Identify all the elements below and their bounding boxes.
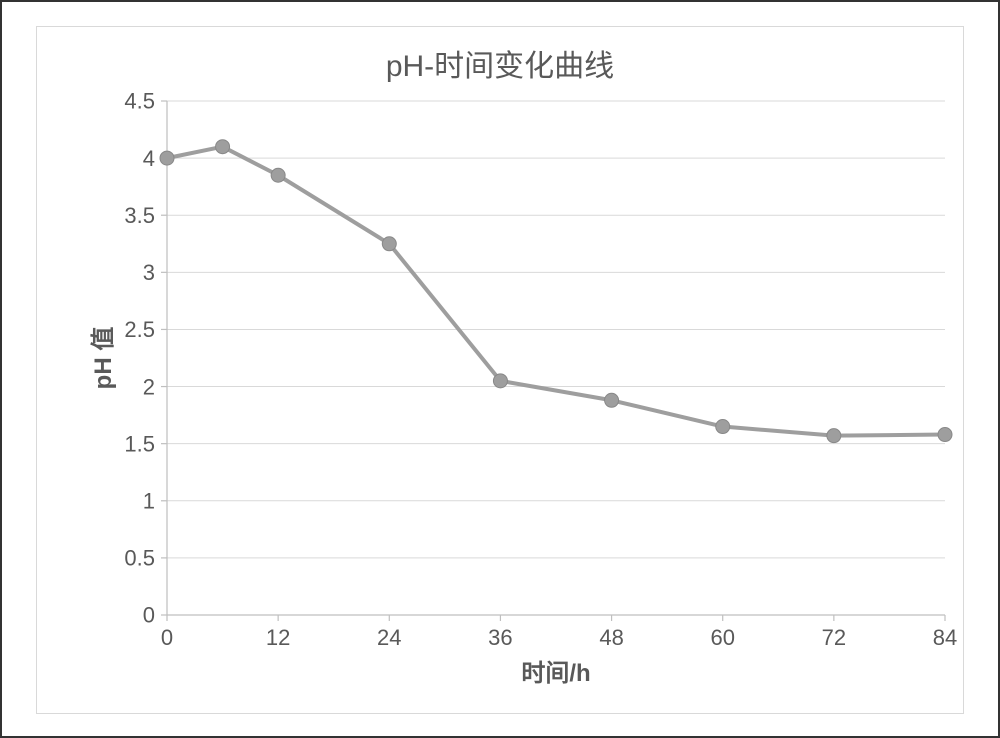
data-marker — [938, 428, 952, 442]
y-tick-label: 2.5 — [124, 317, 155, 342]
data-marker — [216, 140, 230, 154]
x-tick-label: 48 — [599, 625, 623, 650]
y-tick-label: 4 — [143, 146, 155, 171]
data-marker — [605, 393, 619, 407]
data-marker — [716, 420, 730, 434]
y-tick-label: 1 — [143, 488, 155, 513]
x-tick-label: 24 — [377, 625, 401, 650]
data-marker — [271, 168, 285, 182]
data-marker — [160, 151, 174, 165]
y-tick-label: 0 — [143, 603, 155, 628]
y-tick-label: 0.5 — [124, 546, 155, 571]
x-tick-label: 60 — [710, 625, 734, 650]
x-tick-label: 84 — [933, 625, 957, 650]
x-tick-label: 36 — [488, 625, 512, 650]
data-marker — [382, 237, 396, 251]
y-tick-label: 3 — [143, 260, 155, 285]
data-line — [167, 147, 945, 436]
data-marker — [493, 374, 507, 388]
data-marker — [827, 429, 841, 443]
y-tick-label: 2 — [143, 374, 155, 399]
y-tick-label: 3.5 — [124, 203, 155, 228]
chart-panel: pH-时间变化曲线 01224364860728400.511.522.533.… — [36, 26, 964, 714]
x-tick-label: 72 — [822, 625, 846, 650]
y-tick-label: 1.5 — [124, 431, 155, 456]
line-chart: 0 12 24 36 48 60 72 84 0 0.5 1 1.5 2 2.5 3 3.5 4 4.5 时间/h p… — [37, 27, 965, 715]
x-axis-label: 时间/h — [521, 660, 590, 687]
x-tick-label: 0 — [161, 625, 173, 650]
y-tick-label: 4.5 — [124, 89, 155, 114]
outer-frame: pH-时间变化曲线 01224364860728400.511.522.533.… — [0, 0, 1000, 738]
y-axis-label: pH 值 — [89, 327, 117, 390]
x-tick-label: 12 — [266, 625, 290, 650]
